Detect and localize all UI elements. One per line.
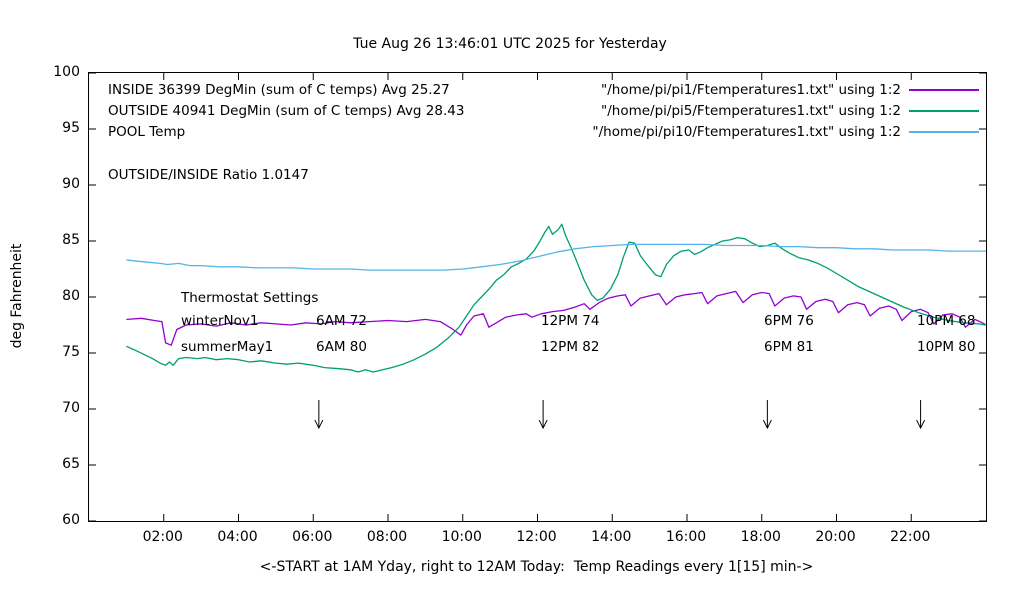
ratio-annotation: OUTSIDE/INSIDE Ratio 1.0147 [108, 167, 309, 183]
thermostat-winter-10pm: 10PM 68 [917, 313, 976, 329]
series-line-pool [126, 243, 986, 271]
x-axis-label: <-START at 1AM Yday, right to 12AM Today… [259, 559, 814, 575]
x-tick-label: 14:00 [591, 529, 632, 545]
series-line-inside [126, 290, 986, 346]
thermostat-winter-6pm: 6PM 76 [764, 313, 814, 329]
legend-file-inside: "/home/pi/pi1/Ftemperatures1.txt" using … [601, 82, 901, 98]
y-tick-label: 85 [62, 232, 80, 248]
y-tick-label: 100 [53, 64, 80, 80]
y-tick-label: 60 [62, 512, 80, 528]
x-tick-label: 06:00 [292, 529, 333, 545]
legend-label-pool: POOL Temp [108, 124, 186, 140]
y-tick-label: 95 [62, 120, 80, 136]
x-tick-label: 02:00 [142, 529, 183, 545]
y-tick-label: 75 [62, 344, 80, 360]
legend-line-sample-outside [909, 110, 979, 112]
thermostat-winter-season: winterNov1 [181, 313, 259, 329]
y-tick-label: 90 [62, 176, 80, 192]
x-tick-label: 10:00 [441, 529, 482, 545]
x-tick-label: 04:00 [217, 529, 258, 545]
time-arrow-head [916, 419, 926, 430]
legend-label-inside: INSIDE 36399 DegMin (sum of C temps) Avg… [108, 82, 450, 98]
x-tick-label: 22:00 [890, 529, 931, 545]
chart-title: Tue Aug 26 13:46:01 UTC 2025 for Yesterd… [353, 36, 667, 52]
thermostat-summer-6am: 6AM 80 [316, 339, 367, 355]
legend-line-sample-inside [909, 89, 979, 91]
y-tick-label: 70 [62, 400, 80, 416]
x-tick-label: 18:00 [740, 529, 781, 545]
y-axis-tick-labels: 60 65 70 75 80 85 90 95 100 [0, 64, 80, 528]
legend-file-outside: "/home/pi/pi5/Ftemperatures1.txt" using … [601, 103, 901, 119]
plot-canvas [89, 73, 986, 521]
thermostat-summer-6pm: 6PM 81 [764, 339, 814, 355]
legend-label-outside: OUTSIDE 40941 DegMin (sum of C temps) Av… [108, 103, 465, 119]
thermostat-winter-6am: 6AM 72 [316, 313, 367, 329]
time-arrow-head [538, 419, 548, 430]
series-line-outside [126, 223, 986, 373]
thermostat-summer-season: summerMay1 [181, 339, 274, 355]
thermostat-winter-12pm: 12PM 74 [541, 313, 600, 329]
x-tick-label: 08:00 [366, 529, 408, 545]
x-axis-tick-labels: 02:00 04:00 06:00 08:00 10:00 12:00 14:00 16:00… [88, 528, 985, 548]
x-tick-label: 12:00 [516, 529, 557, 545]
legend-line-sample-pool [909, 131, 979, 133]
thermostat-summer-12pm: 12PM 82 [541, 339, 600, 355]
legend-file-pool: "/home/pi/pi10/Ftemperatures1.txt" using… [592, 124, 901, 140]
x-tick-label: 16:00 [665, 529, 707, 545]
x-tick-label: 20:00 [815, 529, 856, 545]
y-tick-label: 80 [62, 288, 80, 304]
thermostat-heading: Thermostat Settings [181, 290, 319, 306]
time-arrow-head [762, 419, 772, 430]
time-arrow-head [314, 419, 324, 430]
y-tick-label: 65 [62, 456, 80, 472]
thermostat-summer-10pm: 10PM 80 [917, 339, 976, 355]
plot-area: INSIDE 36399 DegMin (sum of C temps) Avg… [88, 72, 987, 522]
